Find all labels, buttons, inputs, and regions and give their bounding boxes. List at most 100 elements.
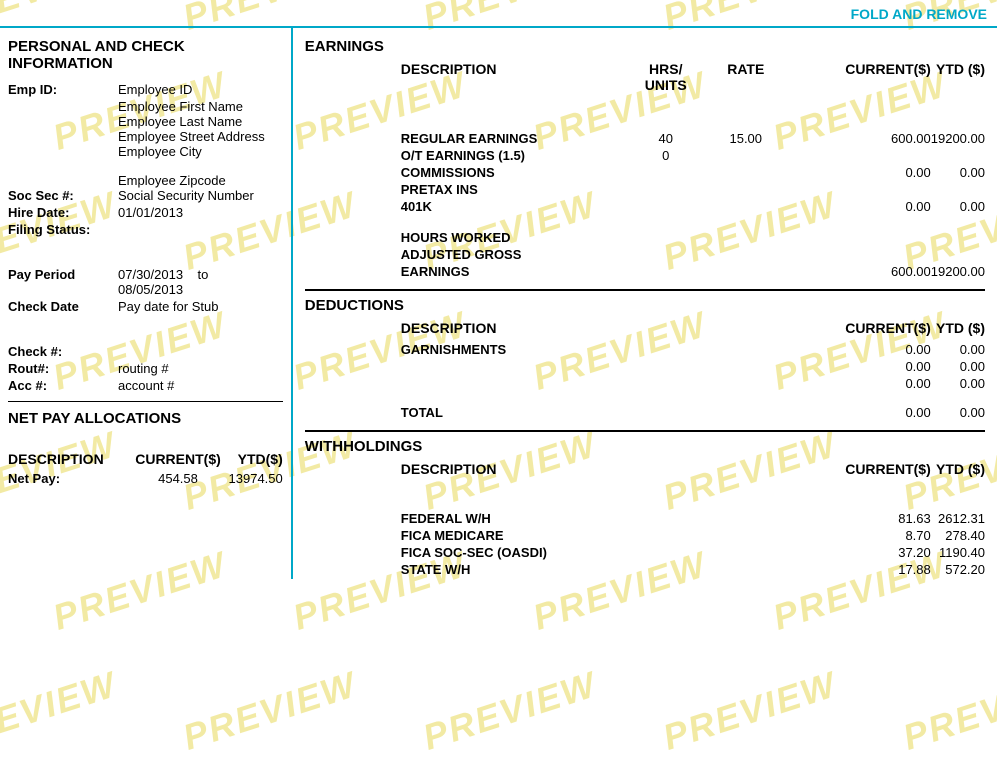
earn-rate xyxy=(701,148,791,163)
ssn: Social Security Number xyxy=(118,188,283,203)
wh-cur: 37.20 xyxy=(791,545,931,560)
section-divider xyxy=(305,289,985,291)
earn-rate xyxy=(701,165,791,180)
emp-first-name: Employee First Name xyxy=(118,99,283,114)
earn-hrs: 0 xyxy=(631,148,701,163)
ded-cur: 0.00 xyxy=(791,342,931,357)
ded-h-ytd: YTD ($) xyxy=(931,320,985,336)
wh-ytd: 572.20 xyxy=(931,562,985,577)
emp-zip: Employee Zipcode xyxy=(118,173,283,188)
wh-h-desc: DESCRIPTION xyxy=(401,461,631,477)
withholding-row: FICA SOC-SEC (OASDI)37.201190.40 xyxy=(305,545,985,560)
earnings-title: EARNINGS xyxy=(305,38,985,55)
wh-cur: 81.63 xyxy=(791,511,931,526)
wh-cur: 17.88 xyxy=(791,562,931,577)
hire-label: Hire Date: xyxy=(8,205,118,220)
rout-label: Rout#: xyxy=(8,361,118,376)
netpay-title: NET PAY ALLOCATIONS xyxy=(8,410,283,427)
earn-cur xyxy=(791,182,931,197)
earn-h-rate: RATE xyxy=(701,61,791,93)
earnings-row: REGULAR EARNINGS4015.00600.0019200.00 xyxy=(305,131,985,146)
ded-cur: 0.00 xyxy=(791,376,931,391)
hire-date: 01/01/2013 xyxy=(118,205,283,220)
ded-desc xyxy=(401,376,631,391)
earn-desc: 401K xyxy=(401,199,631,214)
check-date-label: Check Date xyxy=(8,299,118,314)
section-divider xyxy=(305,430,985,432)
ded-ytd: 0.00 xyxy=(931,376,985,391)
earn-desc: COMMISSIONS xyxy=(401,165,631,180)
earn-rate xyxy=(701,199,791,214)
earn-hrs xyxy=(631,182,701,197)
period-to-word: to xyxy=(198,267,209,282)
earn-ytd: 0.00 xyxy=(931,199,985,214)
ded-ytd: 0.00 xyxy=(931,342,985,357)
ded-total-ytd: 0.00 xyxy=(931,405,985,420)
earn-ytd xyxy=(931,182,985,197)
check-num xyxy=(118,344,283,359)
ssn-label: Soc Sec #: xyxy=(8,188,118,203)
emp-id: Employee ID xyxy=(118,82,283,97)
ded-desc xyxy=(401,359,631,374)
wh-ytd: 278.40 xyxy=(931,528,985,543)
earn-hrs: 40 xyxy=(631,131,701,146)
earn-h-cur: CURRENT($) xyxy=(791,61,931,93)
netpay-current: 454.58 xyxy=(128,471,228,486)
netpay-h-ytd: YTD($) xyxy=(228,451,283,467)
adj-gross-label1: ADJUSTED GROSS xyxy=(401,247,631,262)
wh-desc: FEDERAL W/H xyxy=(401,511,631,526)
deduction-row: 0.000.00 xyxy=(305,376,985,391)
earn-h-ytd: YTD ($) xyxy=(931,61,985,93)
fold-remove-text: FOLD AND REMOVE xyxy=(0,0,997,28)
ded-ytd: 0.00 xyxy=(931,359,985,374)
wh-ytd: 2612.31 xyxy=(931,511,985,526)
earn-h-desc: DESCRIPTION xyxy=(401,61,631,93)
netpay-h-desc: DESCRIPTION xyxy=(8,451,128,467)
pay-period-label: Pay Period xyxy=(8,267,118,297)
emp-last-name: Employee Last Name xyxy=(118,114,283,129)
ded-h-desc: DESCRIPTION xyxy=(401,320,631,336)
withholding-row: FICA MEDICARE8.70278.40 xyxy=(305,528,985,543)
ded-total-label: TOTAL xyxy=(401,405,631,420)
emp-street: Employee Street Address xyxy=(118,129,283,144)
check-date: Pay date for Stub xyxy=(118,299,283,314)
acc-num: account # xyxy=(118,378,283,393)
wh-cur: 8.70 xyxy=(791,528,931,543)
earn-ytd xyxy=(931,148,985,163)
personal-title: PERSONAL AND CHECK INFORMATION xyxy=(8,38,283,72)
earn-cur xyxy=(791,148,931,163)
deduction-row: 0.000.00 xyxy=(305,359,985,374)
earn-ytd: 0.00 xyxy=(931,165,985,180)
adj-gross-cur: 600.00 xyxy=(791,264,931,279)
ded-total-cur: 0.00 xyxy=(791,405,931,420)
earn-cur: 0.00 xyxy=(791,199,931,214)
earn-hrs xyxy=(631,165,701,180)
wh-desc: STATE W/H xyxy=(401,562,631,577)
emp-city: Employee City xyxy=(118,144,283,159)
wh-h-ytd: YTD ($) xyxy=(931,461,985,477)
ded-h-cur: CURRENT($) xyxy=(791,320,931,336)
withholding-row: FEDERAL W/H 81.632612.31 xyxy=(305,511,985,526)
earnings-row: O/T EARNINGS (1.5)0 xyxy=(305,148,985,163)
period-to: 08/05/2013 xyxy=(118,282,183,297)
check-num-label: Check #: xyxy=(8,344,118,359)
ded-cur: 0.00 xyxy=(791,359,931,374)
withholdings-title: WITHHOLDINGS xyxy=(305,438,985,455)
earn-desc: O/T EARNINGS (1.5) xyxy=(401,148,631,163)
filing-status xyxy=(118,222,283,237)
earn-desc: REGULAR EARNINGS xyxy=(401,131,631,146)
adj-gross-label2: EARNINGS xyxy=(401,264,631,279)
earn-rate: 15.00 xyxy=(701,131,791,146)
netpay-label: Net Pay: xyxy=(8,471,128,486)
deduction-row: GARNISHMENTS 0.000.00 xyxy=(305,342,985,357)
acc-label: Acc #: xyxy=(8,378,118,393)
earn-cur: 0.00 xyxy=(791,165,931,180)
earnings-row: 401K 0.000.00 xyxy=(305,199,985,214)
earn-ytd: 19200.00 xyxy=(931,131,985,146)
earn-desc: PRETAX INS xyxy=(401,182,631,197)
hours-worked-label: HOURS WORKED xyxy=(401,230,631,245)
withholding-row: STATE W/H 17.88572.20 xyxy=(305,562,985,577)
period-from: 07/30/2013 xyxy=(118,267,183,282)
deductions-title: DEDUCTIONS xyxy=(305,297,985,314)
ded-desc: GARNISHMENTS xyxy=(401,342,631,357)
